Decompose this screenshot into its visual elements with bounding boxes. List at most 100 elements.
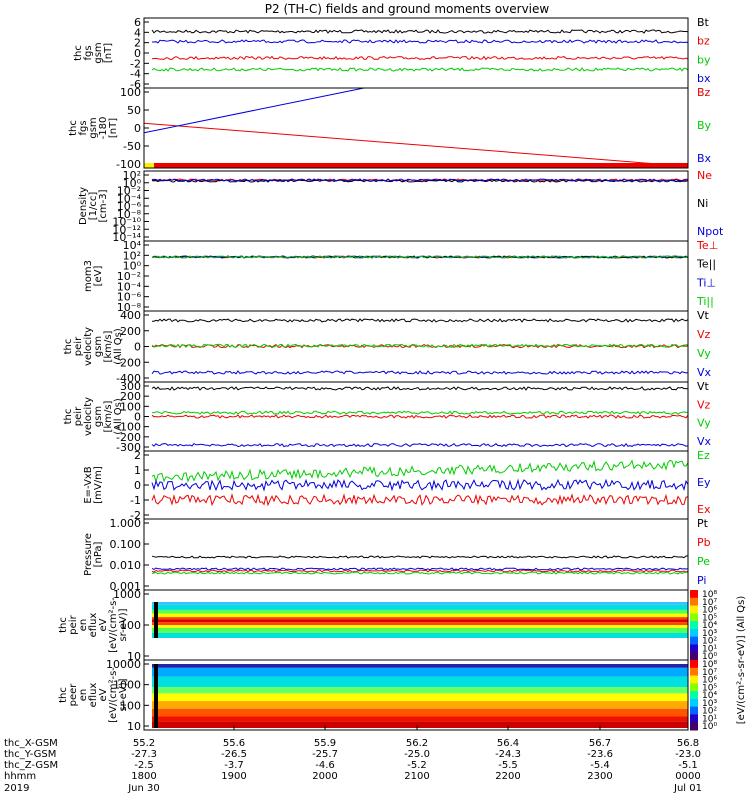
- panel-label-line: en: [78, 619, 89, 632]
- y-tick-label: -100: [116, 158, 141, 171]
- y-tick-label: 100: [120, 699, 141, 712]
- colorbar-segment: [690, 613, 698, 622]
- y-tick-label: -2: [130, 509, 141, 522]
- x-tick-label: -23.6: [587, 749, 613, 760]
- legend-entry: Vx: [697, 435, 712, 448]
- x-tick-label: 56.2: [406, 738, 428, 749]
- colorbar-tick-label: 10³: [702, 699, 717, 709]
- panel-label-line: fgs: [78, 120, 89, 135]
- y-tick-label: 0: [134, 341, 141, 354]
- panel-label-line: gsm: [93, 406, 104, 427]
- panel-label-line: sr-eV)]: [118, 608, 129, 641]
- legend-entry: Bz: [697, 86, 711, 99]
- colorbar-tick-label: 10³: [702, 629, 717, 639]
- panel-label-line: fgs: [83, 45, 94, 60]
- y-tick-label: 10⁻¹²: [112, 223, 141, 236]
- legend-entry: Ti||: [696, 295, 714, 308]
- mode-bar: [144, 163, 688, 168]
- data-gap: [154, 664, 158, 728]
- legend-entry: Bt: [697, 16, 710, 29]
- colorbar-segment: [690, 722, 698, 731]
- panel-frame: [143, 518, 689, 591]
- series-line: [151, 255, 689, 259]
- y-tick-label: 400: [120, 309, 141, 322]
- panel-frame: [143, 450, 689, 520]
- y-tick-label: 50: [127, 104, 141, 117]
- panel-label-line: sr-eV)]: [118, 678, 129, 711]
- x-tick-label: -24.3: [495, 749, 521, 760]
- y-tick-label: 100: [120, 400, 141, 413]
- y-tick-label: 10⁻²: [117, 185, 141, 198]
- legend-entry: bz: [697, 35, 710, 48]
- x-row-label: thc_Z-GSM: [4, 760, 58, 771]
- spectrogram-band: [152, 708, 688, 717]
- colorbar-segment: [690, 590, 698, 599]
- legend-entry: Vy: [697, 347, 711, 360]
- y-tick-label: -1: [130, 494, 141, 507]
- y-tick-label: -200: [116, 356, 141, 369]
- legend-entry: Ez: [697, 449, 710, 462]
- x-row-label: hhmm: [4, 771, 36, 782]
- colorbar-tick-label: 10⁷: [702, 668, 717, 678]
- x-tick-label: 2100: [404, 771, 429, 782]
- legend-entry: Pb: [697, 536, 711, 549]
- x-tick-label: -26.5: [221, 749, 247, 760]
- spectrogram-band: [152, 617, 688, 620]
- panel-label-line: (All Qs): [113, 328, 124, 365]
- spectrogram: [152, 664, 688, 728]
- data-gap: [154, 602, 158, 638]
- colorbar-segment: [690, 698, 698, 708]
- colorbar-segment: [690, 644, 698, 653]
- panel-label-line: [mV/m]: [93, 466, 104, 504]
- series-line: [151, 67, 689, 72]
- panel-label-line: peir: [68, 614, 79, 634]
- colorbar-segment: [690, 683, 698, 692]
- legend-entry: Bx: [697, 152, 712, 165]
- x-tick-label: 2300: [587, 771, 612, 782]
- colorbar-segment: [690, 652, 698, 661]
- panel-frame: [143, 87, 689, 169]
- panel-label: thc peir velocity gsm [km/s] (All Qs): [63, 327, 124, 366]
- spectrogram-band: [152, 701, 688, 709]
- colorbar-segment: [690, 706, 698, 715]
- panel-label-line: eflux: [88, 683, 99, 708]
- colorbar-segment: [690, 667, 698, 677]
- y-tick-label: 0.001: [110, 580, 142, 593]
- legend-entry: Ti⊥: [696, 276, 716, 289]
- panel-label-line: thc: [58, 617, 69, 633]
- x-tick-label: 2200: [495, 771, 520, 782]
- panel-5: 400 200 0 -200 -400 thc peir velocity gsm [km/s](…: [63, 309, 712, 385]
- spectrogram-band: [152, 609, 688, 614]
- series-line: [151, 29, 689, 34]
- spectrogram-band: [152, 716, 688, 722]
- series-line: [151, 370, 689, 375]
- series-line: [151, 343, 689, 348]
- panel-label-line: [km/s]: [103, 330, 114, 362]
- legend-entry: Ex: [697, 503, 711, 516]
- spectrogram-band: [152, 619, 688, 623]
- colorbar-segment: [690, 605, 698, 614]
- y-tick-label: 10⁻⁸: [117, 301, 142, 314]
- y-tick-label: 0: [134, 47, 141, 60]
- colorbar-tick-label: 10⁰: [702, 652, 717, 662]
- legend-entry: Vt: [697, 380, 710, 393]
- y-tick-label: 10⁴: [123, 239, 142, 252]
- panel-label-line: peer: [68, 683, 79, 707]
- panel-label-line: eflux: [88, 613, 99, 638]
- y-tick-label: 200: [120, 390, 141, 403]
- x-tick-label: 56.8: [677, 738, 699, 749]
- legend-entry: Vz: [697, 398, 711, 411]
- panel-label-line: [eV]: [93, 266, 104, 287]
- y-tick-label: -2: [130, 57, 141, 70]
- spectrogram-band: [152, 604, 688, 610]
- colorbar-tick-label: 10¹: [702, 644, 717, 654]
- x-tick-label: 1800: [131, 771, 156, 782]
- legend: Te⊥ Te|| Ti⊥ Ti||: [696, 239, 718, 308]
- colorbar-segment: [690, 691, 698, 700]
- y-tick-label: 100: [120, 86, 141, 99]
- series-line: [143, 122, 689, 167]
- x-tick-label: 0000: [675, 771, 700, 782]
